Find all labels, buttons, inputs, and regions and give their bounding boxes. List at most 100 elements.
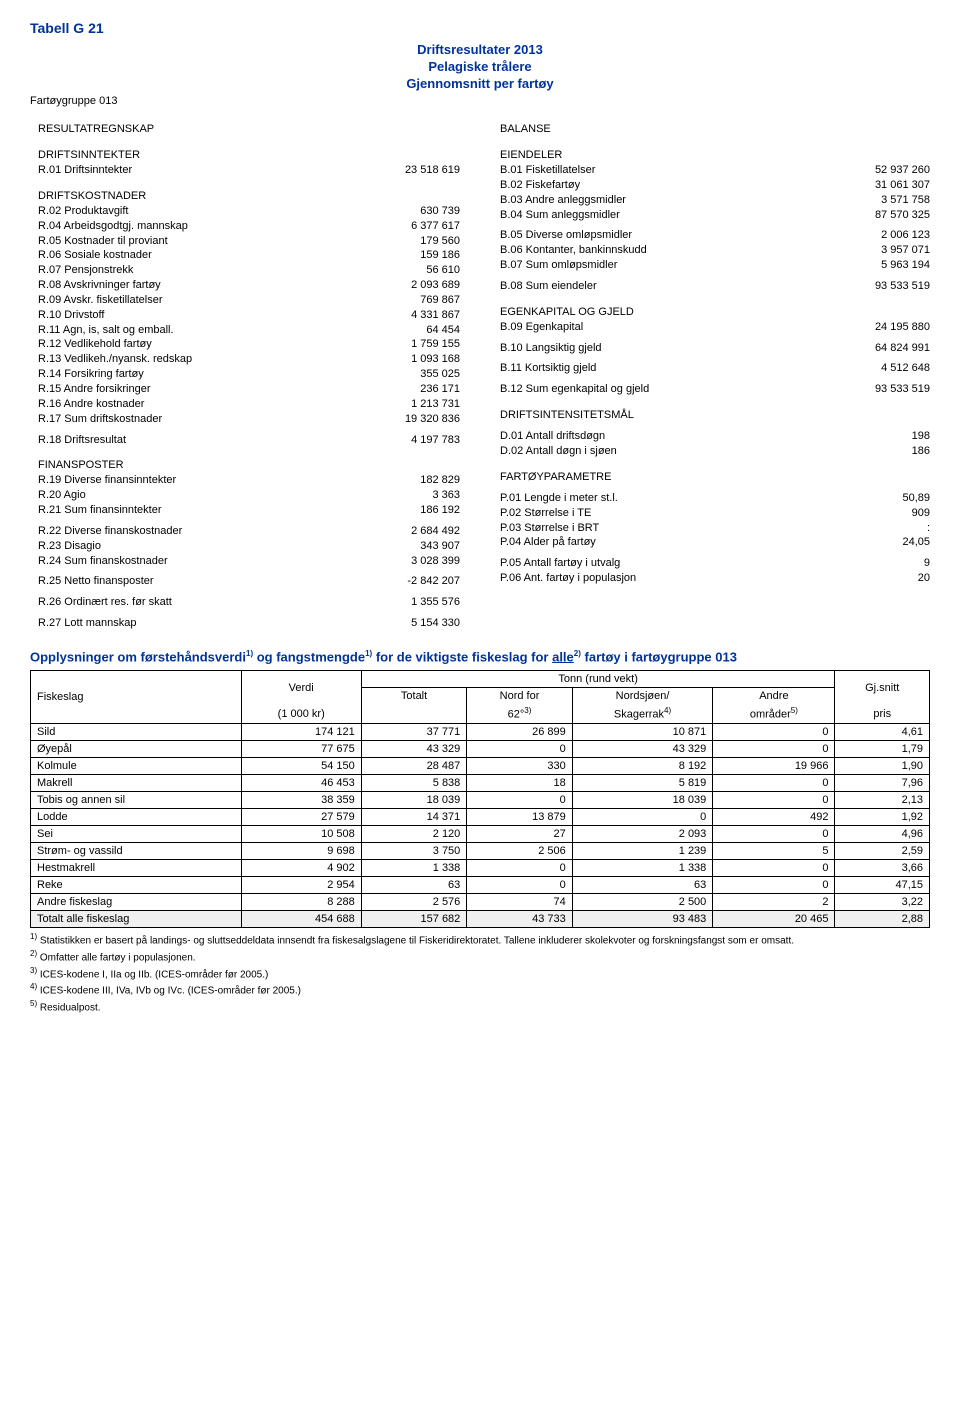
table-row: Kolmule54 15028 4873308 19219 9661,90 [31,757,930,774]
subtitle-2: Gjennomsnitt per fartøy [30,76,930,91]
cell-value: 2 500 [572,893,713,910]
cell-value: 28 487 [361,757,467,774]
p05-label: P.05 Antall fartøy i utvalg [500,556,830,571]
th-verdi-unit: (1 000 kr) [241,704,361,723]
r19-row: R.20 Agio3 363 [30,488,460,503]
r11-label: R.12 Vedlikehold fartøy [38,337,360,352]
r16-label: R.17 Sum driftskostnader [38,412,360,427]
catch-title-post: for de viktigste fiskeslag for [372,649,552,664]
table-row: Makrell46 4535 838185 81907,96 [31,774,930,791]
r04-row: R.05 Kostnader til proviant179 560 [30,234,460,249]
r02-value: 630 739 [360,204,460,219]
driftsintensitet-heading: DRIFTSINTENSITETSMÅL [500,409,930,421]
table-row: Sei10 5082 120272 09304,96 [31,825,930,842]
subtitle-1: Pelagiske trålere [30,59,930,74]
r23-label: R.24 Sum finanskostnader [38,554,360,569]
cell-value: 18 [467,774,572,791]
r21-label: R.22 Diverse finanskostnader [38,524,360,539]
p01-row: P.01 Lengde i meter st.l.50,89 [500,491,930,506]
cell-value: 37 771 [361,723,467,740]
cell-value: 0 [467,876,572,893]
cell-value: 8 288 [241,893,361,910]
r09-value: 4 331 867 [360,308,460,323]
cell-name: Andre fiskeslag [31,893,242,910]
table-row: Reke2 95463063047,15 [31,876,930,893]
b03-row: B.03 Andre anleggsmidler3 571 758 [500,193,930,208]
r11-value: 1 759 155 [360,337,460,352]
r05-row: R.06 Sosiale kostnader159 186 [30,248,460,263]
r24-row: R.25 Netto finansposter-2 842 207 [30,574,460,589]
b12-label: B.12 Sum egenkapital og gjeld [500,382,830,397]
r14-value: 236 171 [360,382,460,397]
d01-label: D.01 Antall driftsdøgn [500,429,830,444]
th-fiskeslag: Fiskeslag [31,671,242,724]
cell-value: 46 453 [241,774,361,791]
r03-value: 6 377 617 [360,219,460,234]
cell-value: 0 [713,825,835,842]
driftskostnader-heading: DRIFTSKOSTNADER [30,190,460,202]
cell-value: 2 506 [467,842,572,859]
r06-label: R.07 Pensjonstrekk [38,263,360,278]
r04-label: R.05 Kostnader til proviant [38,234,360,249]
cell-value: 3,22 [835,893,930,910]
cell-value: 1,90 [835,757,930,774]
cell-value: 0 [713,723,835,740]
cell-value: 18 039 [361,791,467,808]
r20-label: R.21 Sum finansinntekter [38,503,360,518]
r26-label: R.27 Lott mannskap [38,616,360,631]
catch-title-pre: Opplysninger om førstehåndsverdi [30,649,246,664]
d02-value: 186 [830,444,930,459]
r02-label: R.02 Produktavgift [38,204,360,219]
fartoyparametre-heading: FARTØYPARAMETRE [500,471,930,483]
cell-value: 2 [713,893,835,910]
cell-name: Sei [31,825,242,842]
b04-row: B.04 Sum anleggsmidler87 570 325 [500,208,930,223]
b11-value: 4 512 648 [830,361,930,376]
r12-row: R.13 Vedlikeh./nyansk. redskap1 093 168 [30,352,460,367]
r05-value: 159 186 [360,248,460,263]
cell-value: 0 [572,808,713,825]
r01-row: R.01 Driftsinntekter23 518 619 [30,163,460,178]
r07-value: 2 093 689 [360,278,460,293]
footnote-4: 4) ICES-kodene III, IVa, IVb og IVc. (IC… [30,982,930,998]
cell-value: 2 576 [361,893,467,910]
p06-label: P.06 Ant. fartøy i populasjon [500,571,830,586]
th-andre: Andre [713,688,835,705]
cell-value: 54 150 [241,757,361,774]
table-row: Hestmakrell4 9021 33801 33803,66 [31,859,930,876]
b01-label: B.01 Fisketillatelser [500,163,830,178]
r08-value: 769 867 [360,293,460,308]
cell-value: 77 675 [241,740,361,757]
cell-value: 18 039 [572,791,713,808]
r25-label: R.26 Ordinært res. før skatt [38,595,360,610]
b03-value: 3 571 758 [830,193,930,208]
th-skagerrak: Skagerrak4) [572,704,713,723]
r21-row: R.22 Diverse finanskostnader2 684 492 [30,524,460,539]
left-column: RESULTATREGNSKAP DRIFTSINNTEKTER R.01 Dr… [30,117,460,631]
r16-row: R.17 Sum driftskostnader19 320 836 [30,412,460,427]
catch-title-end: fartøy i fartøygruppe 013 [581,649,737,664]
r19-label: R.20 Agio [38,488,360,503]
footnote-3: 3) ICES-kodene I, IIa og IIb. (ICES-områ… [30,966,930,982]
b12-value: 93 533 519 [830,382,930,397]
catch-title-link[interactable]: alle [552,649,574,664]
p04-value: 24,05 [830,535,930,550]
b01-value: 52 937 260 [830,163,930,178]
b08-label: B.08 Sum eiendeler [500,279,830,294]
th-andre2: områder5) [713,704,835,723]
eiendeler-heading: EIENDELER [500,149,930,161]
cell-name: Øyepål [31,740,242,757]
cell-value: 492 [713,808,835,825]
r14-label: R.15 Andre forsikringer [38,382,360,397]
r15-row: R.16 Andre kostnader1 213 731 [30,397,460,412]
b11-label: B.11 Kortsiktig gjeld [500,361,830,376]
r02-row: R.02 Produktavgift630 739 [30,204,460,219]
p01-value: 50,89 [830,491,930,506]
cell-value: 3 750 [361,842,467,859]
r26-row: R.27 Lott mannskap5 154 330 [30,616,460,631]
cell-value: 8 192 [572,757,713,774]
footnote-2: 2) Omfatter alle fartøy i populasjonen. [30,949,930,965]
r15-value: 1 213 731 [360,397,460,412]
p01-label: P.01 Lengde i meter st.l. [500,491,830,506]
b02-label: B.02 Fiskefartøy [500,178,830,193]
